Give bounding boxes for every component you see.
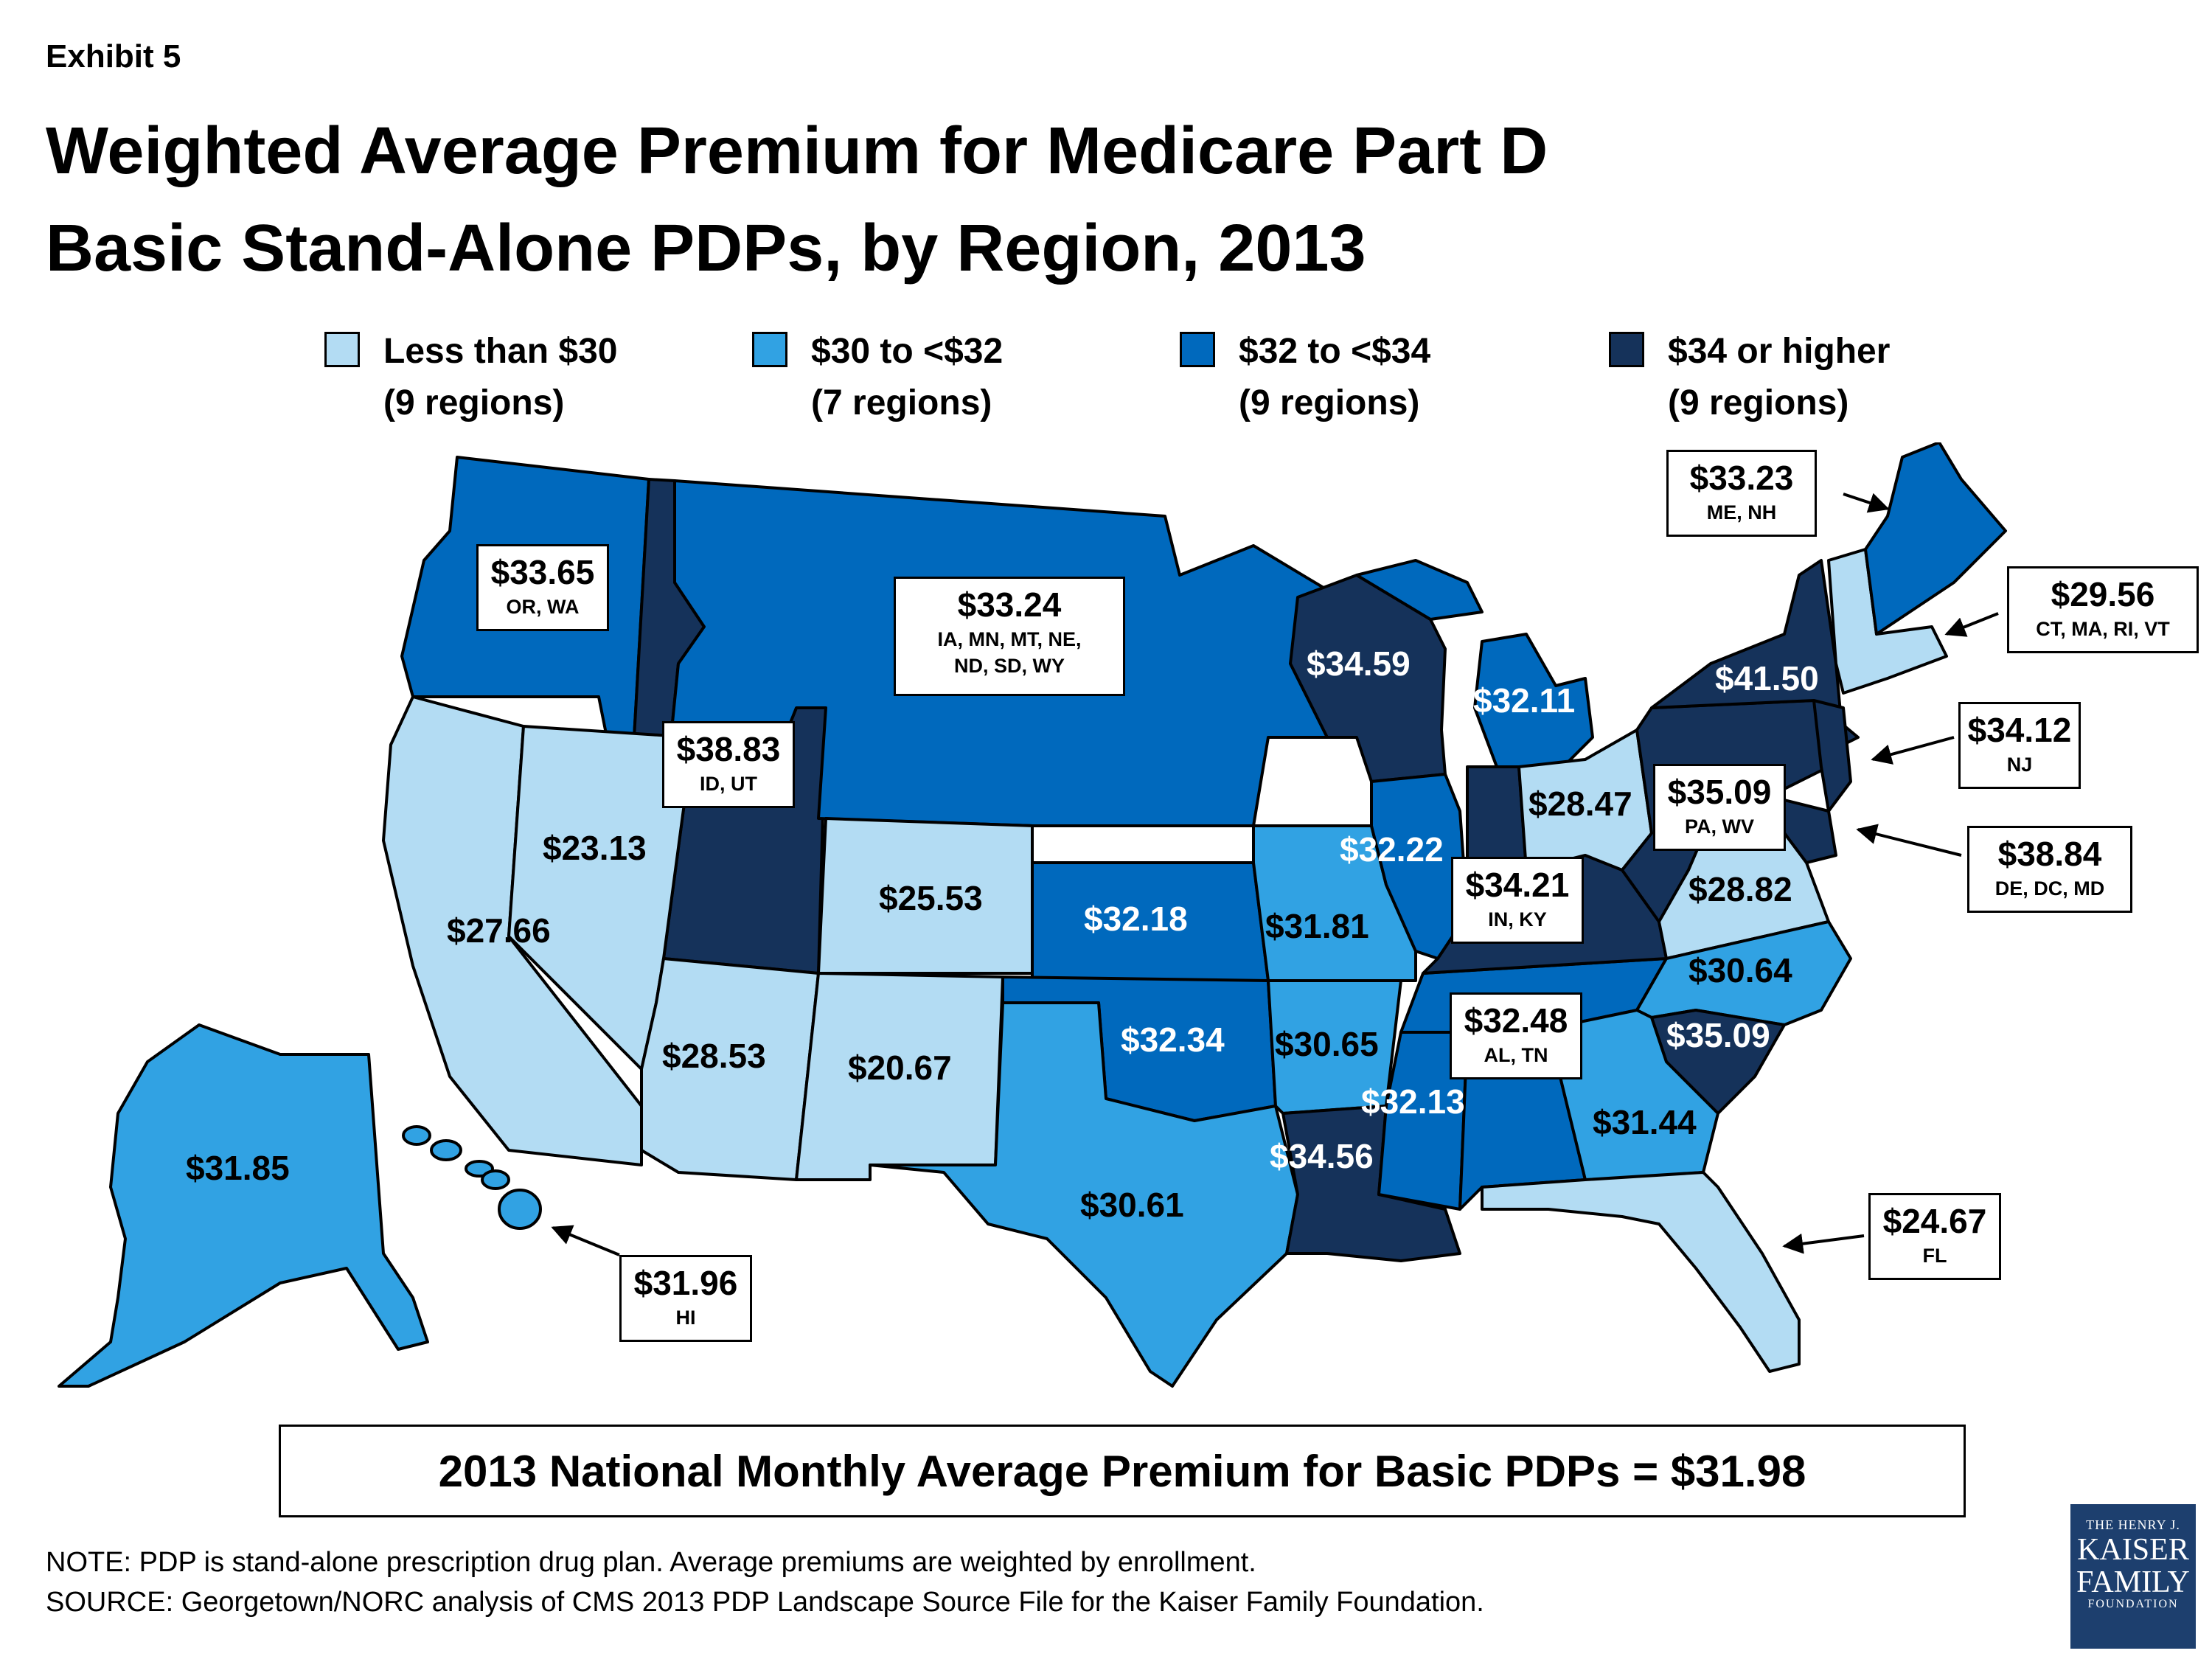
label-nm: $20.67 bbox=[848, 1048, 952, 1087]
region-ak bbox=[58, 1023, 429, 1388]
label-az: $28.53 bbox=[662, 1037, 766, 1075]
region-tx bbox=[869, 1001, 1299, 1388]
label-ks: $32.18 bbox=[1084, 900, 1188, 938]
legend-swatch bbox=[324, 332, 360, 367]
callout-pa-wv: $35.09 PA, WV bbox=[1653, 764, 1786, 851]
national-average-banner: 2013 National Monthly Average Premium fo… bbox=[279, 1425, 1966, 1517]
callout-states: FL bbox=[1922, 1245, 1947, 1267]
callout-value: $38.84 bbox=[1997, 835, 2102, 873]
callout-value: $35.09 bbox=[1667, 773, 1772, 811]
legend-label: $34 or higher bbox=[1668, 332, 1891, 371]
callout-in-ky: $34.21 IN, KY bbox=[1451, 857, 1584, 944]
legend-count: (9 regions) bbox=[1239, 383, 1420, 422]
kff-logo: THE HENRY J. KAISER FAMILY FOUNDATION bbox=[2070, 1504, 2196, 1649]
label-co: $25.53 bbox=[879, 879, 983, 917]
arrow-fl bbox=[1782, 1233, 1865, 1254]
legend-swatch bbox=[1609, 332, 1644, 367]
arrow-me-nh bbox=[1843, 493, 1890, 513]
legend-label: $32 to <$34 bbox=[1239, 332, 1431, 371]
label-la: $34.56 bbox=[1270, 1137, 1374, 1175]
label-ny: $41.50 bbox=[1715, 659, 1819, 698]
label-ok: $32.34 bbox=[1121, 1020, 1225, 1059]
legend-label: Less than $30 bbox=[383, 332, 618, 371]
callout-al-tn: $32.48 AL, TN bbox=[1450, 992, 1582, 1079]
legend-count: (7 regions) bbox=[811, 383, 992, 422]
legend-count: (9 regions) bbox=[1668, 383, 1849, 422]
note-text: NOTE: PDP is stand-alone prescription dr… bbox=[46, 1547, 1256, 1578]
label-ak: $31.85 bbox=[186, 1149, 290, 1187]
callout-states: PA, WV bbox=[1685, 815, 1754, 838]
label-sc: $35.09 bbox=[1666, 1016, 1770, 1054]
callout-states: AL, TN bbox=[1484, 1044, 1548, 1066]
label-ca: $27.66 bbox=[447, 911, 551, 950]
callout-value: $32.48 bbox=[1464, 1001, 1568, 1040]
callout-states: IN, KY bbox=[1488, 908, 1547, 931]
label-ms: $32.13 bbox=[1361, 1082, 1465, 1121]
callout-states: HI bbox=[675, 1307, 696, 1329]
callout-hi: $31.96 HI bbox=[619, 1255, 752, 1342]
label-nv: $23.13 bbox=[543, 829, 647, 867]
arrow-nj bbox=[1871, 736, 1955, 765]
label-tx: $30.61 bbox=[1080, 1186, 1184, 1224]
callout-me-nh: $33.23 ME, NH bbox=[1666, 450, 1817, 537]
label-ar: $30.65 bbox=[1275, 1025, 1379, 1063]
callout-or-wa: $33.65 OR, WA bbox=[476, 544, 609, 631]
callout-states-line-2: ND, SD, WY bbox=[953, 655, 1065, 677]
callout-nj: $34.12 NJ bbox=[1958, 702, 2081, 789]
callout-value: $33.23 bbox=[1689, 459, 1794, 497]
label-mo: $31.81 bbox=[1265, 907, 1369, 945]
callout-id-ut: $38.83 ID, UT bbox=[662, 721, 795, 808]
legend-swatch bbox=[1180, 332, 1215, 367]
callout-ct-ma-ri-vt: $29.56 CT, MA, RI, VT bbox=[2007, 566, 2199, 653]
callout-value: $33.24 bbox=[957, 585, 1062, 624]
callout-states: OR, WA bbox=[506, 596, 580, 618]
callout-fl: $24.67 FL bbox=[1868, 1193, 2001, 1280]
label-il: $32.22 bbox=[1340, 830, 1444, 869]
callout-value: $34.21 bbox=[1465, 866, 1570, 904]
callout-states: CT, MA, RI, VT bbox=[2036, 618, 2170, 640]
region-me-nh bbox=[1864, 442, 2007, 636]
label-mi: $32.11 bbox=[1473, 681, 1575, 720]
callout-states: NJ bbox=[2006, 754, 2033, 776]
region-mi-lower bbox=[1473, 633, 1594, 768]
arrow-ct-ma-ri-vt bbox=[1944, 612, 1999, 637]
source-text: SOURCE: Georgetown/NORC analysis of CMS … bbox=[46, 1587, 1484, 1618]
label-ga: $31.44 bbox=[1593, 1103, 1697, 1141]
legend-label: $30 to <$32 bbox=[811, 332, 1004, 371]
label-va: $28.82 bbox=[1688, 870, 1792, 908]
region-hi bbox=[402, 1125, 542, 1230]
region-mi-upper bbox=[1355, 559, 1484, 621]
exhibit-label: Exhibit 5 bbox=[46, 38, 181, 74]
callout-states: ME, NH bbox=[1706, 501, 1777, 524]
callout-states: DE, DC, MD bbox=[1994, 877, 2105, 900]
callout-value: $24.67 bbox=[1882, 1202, 1987, 1240]
callout-value: $31.96 bbox=[633, 1264, 738, 1302]
callout-value: $38.83 bbox=[676, 730, 781, 768]
region-nj bbox=[1812, 699, 1852, 813]
callout-de-dc-md: $38.84 DE, DC, MD bbox=[1967, 826, 2132, 913]
callout-states-line-1: IA, MN, MT, NE, bbox=[937, 628, 1082, 650]
title-line-1: Weighted Average Premium for Medicare Pa… bbox=[46, 114, 1548, 188]
arrow-hi bbox=[551, 1225, 620, 1256]
legend-swatch bbox=[752, 332, 787, 367]
legend-count: (9 regions) bbox=[383, 383, 565, 422]
arrow-de-dc-md bbox=[1856, 824, 1962, 857]
label-oh: $28.47 bbox=[1528, 785, 1632, 823]
label-wi: $34.59 bbox=[1307, 644, 1411, 683]
callout-value: $34.12 bbox=[1967, 711, 2072, 749]
callout-states: ID, UT bbox=[700, 773, 757, 795]
callout-northern-plains: $33.24 IA, MN, MT, NE, ND, SD, WY bbox=[894, 577, 1125, 696]
callout-value: $29.56 bbox=[2051, 575, 2155, 613]
region-fl bbox=[1481, 1171, 1801, 1373]
title-line-2: Basic Stand-Alone PDPs, by Region, 2013 bbox=[46, 212, 1366, 285]
callout-value: $33.65 bbox=[490, 553, 595, 591]
label-nc: $30.64 bbox=[1688, 951, 1792, 990]
